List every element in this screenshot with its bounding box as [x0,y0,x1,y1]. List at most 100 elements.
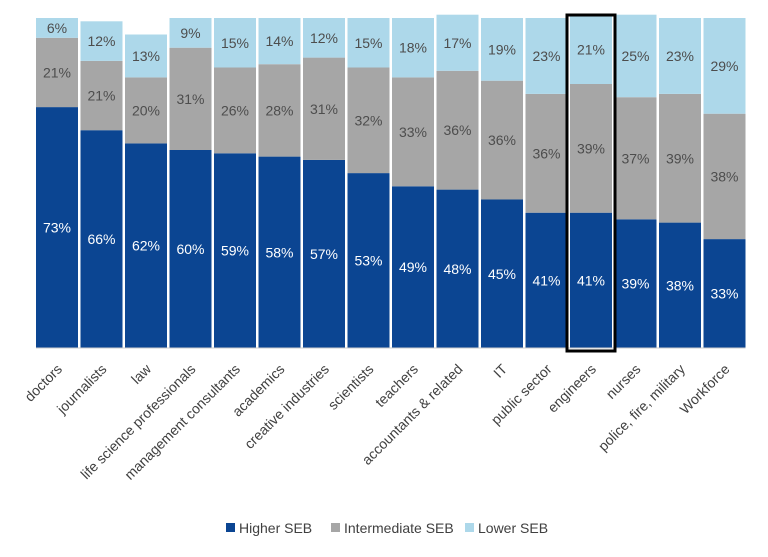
category-label: doctors [21,361,65,405]
value-label-higher-seb: 59% [221,243,249,259]
value-label-higher-seb: 39% [621,276,649,292]
value-label-intermediate-seb: 33% [399,124,427,140]
value-label-higher-seb: 41% [532,272,560,288]
bar-segment-higher-seb [481,199,523,348]
bar-segment-intermediate-seb [570,84,612,213]
value-label-intermediate-seb: 37% [621,150,649,166]
value-label-intermediate-seb: 39% [577,140,605,156]
value-label-lower-seb: 25% [621,48,649,64]
bar-segment-intermediate-seb [347,67,390,174]
value-label-lower-seb: 18% [399,40,427,56]
bar-segment-intermediate-seb [36,37,78,108]
bar-segment-higher-seb [659,222,701,348]
bar-segment-intermediate-seb [80,60,123,131]
legend-swatch-higher-seb [226,523,235,532]
value-label-lower-seb: 23% [666,48,694,64]
value-label-lower-seb: 23% [532,48,560,64]
legend: Higher SEB Intermediate SEB Lower SEB [226,520,548,536]
bar-segment-higher-seb [258,156,301,348]
bar-segment-intermediate-seb [703,113,746,240]
category-label: engineers [544,361,599,416]
highlight-box [565,13,617,353]
value-label-lower-seb: 21% [577,41,605,57]
bar-segment-lower-seb [481,18,523,81]
value-label-higher-seb: 58% [265,244,293,260]
value-label-lower-seb: 13% [132,48,160,64]
value-label-lower-seb: 15% [221,35,249,51]
bar-segment-lower-seb [169,18,212,48]
bar-segment-higher-seb [436,189,479,348]
value-label-lower-seb: 6% [47,20,67,36]
bar-segment-lower-seb [80,21,123,61]
legend-label-intermediate-seb: Intermediate SEB [344,520,454,536]
legend-swatch-intermediate-seb [331,523,340,532]
bar-segment-higher-seb [392,186,434,348]
bar-segment-intermediate-seb [169,47,212,151]
bar-segment-intermediate-seb [481,80,523,200]
value-label-intermediate-seb: 26% [221,102,249,118]
bar-segment-higher-seb [169,150,212,348]
value-label-lower-seb: 14% [265,33,293,49]
value-label-higher-seb: 66% [87,231,115,247]
bar-segment-lower-seb [392,18,434,78]
bar-segment-lower-seb [525,18,568,94]
bar-segment-higher-seb [214,153,256,348]
bar-segment-lower-seb [703,18,746,114]
bar-segment-lower-seb [303,18,345,58]
bar-segment-higher-seb [703,239,746,348]
value-label-lower-seb: 15% [354,35,382,51]
bar-segment-higher-seb [347,173,390,348]
value-label-intermediate-seb: 28% [265,102,293,118]
bar-segment-higher-seb [570,212,612,348]
bar-segment-intermediate-seb [214,67,256,154]
value-label-higher-seb: 33% [710,286,738,302]
category-label: law [128,360,155,387]
value-label-intermediate-seb: 31% [176,91,204,107]
value-label-lower-seb: 19% [488,41,516,57]
bar-segment-lower-seb [258,18,301,65]
bar-segment-intermediate-seb [392,77,434,187]
bar-segment-higher-seb [303,159,345,348]
bar-segment-higher-seb [36,107,78,348]
bar-segment-lower-seb [125,34,167,78]
value-label-intermediate-seb: 36% [488,132,516,148]
value-label-lower-seb: 12% [87,33,115,49]
bar-segment-higher-seb [525,212,568,348]
bars-layer [36,14,746,348]
value-label-intermediate-seb: 31% [310,101,338,117]
bar-segment-lower-seb [570,14,612,85]
value-label-intermediate-seb: 36% [443,122,471,138]
value-label-higher-seb: 45% [488,266,516,282]
category-label: nurses [603,361,644,402]
bar-segment-intermediate-seb [303,57,345,160]
value-label-intermediate-seb: 20% [132,102,160,118]
bar-segment-intermediate-seb [125,77,167,144]
value-label-higher-seb: 53% [354,253,382,269]
value-label-lower-seb: 17% [443,35,471,51]
bar-segment-intermediate-seb [258,64,301,157]
value-label-higher-seb: 49% [399,259,427,275]
bar-segment-lower-seb [659,18,701,94]
highlight-layer [565,13,617,353]
bar-segment-lower-seb [36,18,78,38]
value-label-intermediate-seb: 21% [43,64,71,80]
bar-segment-lower-seb [614,14,657,98]
value-label-intermediate-seb: 36% [532,145,560,161]
bar-segment-lower-seb [347,18,390,68]
category-label: creative industries [241,361,332,452]
category-label: police, fire, military [595,361,688,454]
category-label: scientists [325,361,377,413]
value-label-higher-seb: 41% [577,272,605,288]
bar-segment-lower-seb [436,14,479,71]
bar-segment-higher-seb [614,219,657,348]
legend-label-higher-seb: Higher SEB [239,520,312,536]
value-label-higher-seb: 62% [132,238,160,254]
value-label-higher-seb: 73% [43,220,71,236]
value-label-intermediate-seb: 32% [354,112,382,128]
bar-segment-intermediate-seb [436,70,479,190]
value-label-higher-seb: 38% [666,277,694,293]
value-label-lower-seb: 9% [180,25,200,41]
legend-label-lower-seb: Lower SEB [478,520,548,536]
